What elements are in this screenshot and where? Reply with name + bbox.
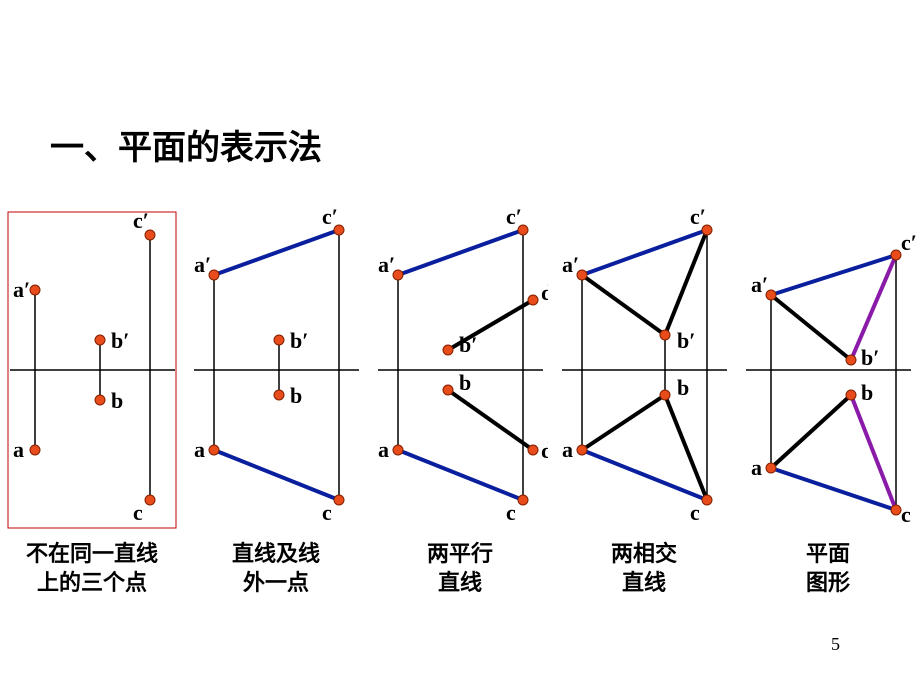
point-label: b′ bbox=[861, 345, 879, 370]
edge bbox=[398, 450, 523, 500]
edge bbox=[771, 468, 896, 510]
point-label: b bbox=[861, 380, 873, 405]
point-label: b bbox=[290, 383, 302, 408]
edge bbox=[398, 230, 523, 275]
point-c bbox=[334, 495, 344, 505]
diagram-svg: a′ c′ b′ b a c bbox=[5, 200, 180, 540]
point-label: b bbox=[111, 388, 123, 413]
point-label: a bbox=[378, 437, 389, 462]
point-c bbox=[145, 495, 155, 505]
point-label: b′ bbox=[111, 328, 129, 353]
point-label: c bbox=[133, 500, 143, 525]
point-label: a bbox=[751, 455, 762, 480]
edge bbox=[851, 395, 896, 510]
point-label: c′ bbox=[901, 230, 916, 255]
point-label: a′ bbox=[13, 277, 30, 302]
panel-caption: 两平行 直线 bbox=[373, 540, 548, 597]
point-label: a bbox=[562, 437, 573, 462]
page-title: 一、平面的表示法 bbox=[50, 120, 322, 169]
edge bbox=[214, 230, 339, 275]
point-a bbox=[30, 445, 40, 455]
edge bbox=[448, 390, 533, 450]
point-label: d bbox=[541, 438, 548, 463]
point-b bbox=[846, 390, 856, 400]
point-a bbox=[766, 463, 776, 473]
edge bbox=[665, 230, 707, 335]
point-label: a′ bbox=[562, 252, 579, 277]
point-b_prime bbox=[846, 355, 856, 365]
edge bbox=[771, 395, 851, 468]
edge bbox=[771, 255, 896, 295]
diagram-svg: a′ c′ b′ b a c bbox=[741, 200, 916, 540]
point-a bbox=[393, 445, 403, 455]
edge bbox=[771, 295, 851, 360]
point-c_prime bbox=[891, 250, 901, 260]
edge bbox=[582, 395, 665, 450]
point-a bbox=[209, 445, 219, 455]
diagram-panel-2: a′ c′ b′ d′ b d a c bbox=[373, 200, 548, 540]
point-a bbox=[577, 445, 587, 455]
page-number: 5 bbox=[831, 634, 840, 655]
diagram-panel-0: a′ c′ b′ b a c bbox=[5, 200, 180, 540]
point-b bbox=[274, 390, 284, 400]
panel-caption: 两相交 直线 bbox=[557, 540, 732, 597]
point-label: c bbox=[690, 500, 700, 525]
point-c bbox=[518, 495, 528, 505]
point-label: b′ bbox=[459, 332, 477, 357]
point-b_prime bbox=[443, 345, 453, 355]
point-d_prime bbox=[528, 295, 538, 305]
point-label: b′ bbox=[677, 328, 695, 353]
point-label: b′ bbox=[290, 328, 308, 353]
point-label: c bbox=[506, 500, 516, 525]
point-b bbox=[95, 395, 105, 405]
point-b bbox=[443, 385, 453, 395]
point-label: a′ bbox=[751, 272, 768, 297]
diagram-svg: a′ c′ b′ b a c bbox=[557, 200, 732, 540]
point-a_prime bbox=[30, 285, 40, 295]
caption-row: 不在同一直线 上的三个点直线及线 外一点两平行 直线两相交 直线平面 图形 bbox=[0, 540, 920, 597]
point-label: a bbox=[13, 437, 24, 462]
edge bbox=[582, 230, 707, 275]
point-label: a bbox=[194, 437, 205, 462]
point-c bbox=[891, 505, 901, 515]
point-b_prime bbox=[660, 330, 670, 340]
diagram-panel-4: a′ c′ b′ b a c bbox=[741, 200, 916, 540]
edge bbox=[214, 450, 339, 500]
point-label: c′ bbox=[322, 204, 338, 229]
point-label: c bbox=[322, 500, 332, 525]
point-label: a′ bbox=[194, 252, 211, 277]
point-label: c′ bbox=[690, 204, 706, 229]
diagram-panel-1: a′ c′ b′ b a c bbox=[189, 200, 364, 540]
diagram-svg: a′ c′ b′ b a c bbox=[189, 200, 364, 540]
point-label: a′ bbox=[378, 252, 395, 277]
point-label: d′ bbox=[541, 280, 548, 305]
point-label: b bbox=[459, 370, 471, 395]
point-b_prime bbox=[274, 335, 284, 345]
point-label: b bbox=[677, 375, 689, 400]
point-b_prime bbox=[95, 335, 105, 345]
diagram-panel-3: a′ c′ b′ b a c bbox=[557, 200, 732, 540]
point-label: c′ bbox=[506, 204, 522, 229]
panel-caption: 不在同一直线 上的三个点 bbox=[5, 540, 180, 597]
diagram-row: a′c′b′baca′c′b′baca′c′b′d′bdaca′c′b′baca… bbox=[0, 200, 920, 550]
point-b bbox=[660, 390, 670, 400]
point-d bbox=[528, 445, 538, 455]
edge bbox=[582, 275, 665, 335]
diagram-svg: a′ c′ b′ d′ b d a c bbox=[373, 200, 548, 540]
point-label: c bbox=[901, 502, 911, 527]
panel-caption: 平面 图形 bbox=[741, 540, 916, 597]
point-label: c′ bbox=[133, 208, 149, 233]
panel-caption: 直线及线 外一点 bbox=[189, 540, 364, 597]
point-c bbox=[702, 495, 712, 505]
